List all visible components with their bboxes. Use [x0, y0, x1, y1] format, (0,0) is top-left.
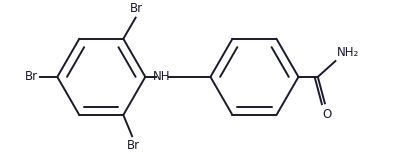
Text: NH₂: NH₂: [337, 46, 359, 59]
Text: O: O: [322, 108, 331, 121]
Text: NH: NH: [152, 70, 170, 83]
Text: Br: Br: [130, 2, 143, 15]
Text: Br: Br: [127, 139, 140, 152]
Text: Br: Br: [25, 70, 38, 83]
